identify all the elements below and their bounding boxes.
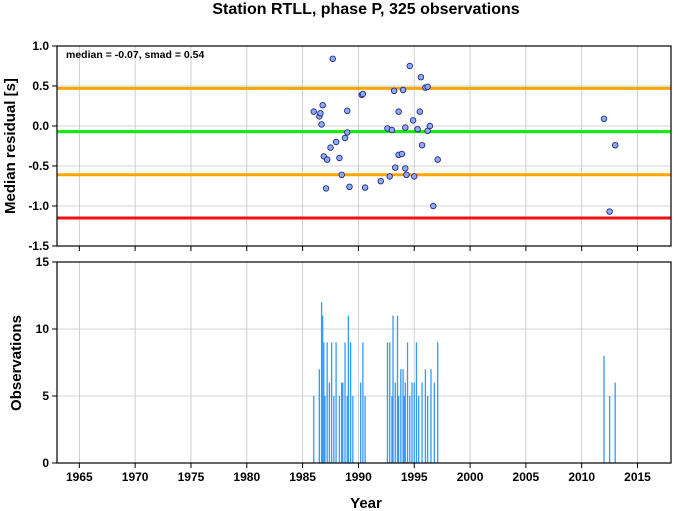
x-tick-label: 1970	[122, 470, 149, 484]
data-point	[336, 154, 343, 162]
x-tick-label: 1965	[66, 470, 93, 484]
data-point	[344, 107, 351, 114]
y-tick-label: 0.0	[32, 119, 49, 133]
residual-panel: 1.0 0.5 0.0 -0.5 -1.0 -1.5 median = -0.07, sm…	[2, 39, 672, 253]
x-tick-label: 1975	[178, 470, 205, 484]
data-point	[402, 165, 409, 172]
data-point	[416, 108, 424, 115]
reference-lines	[57, 86, 671, 220]
x-tick-label: 2015	[624, 470, 651, 484]
data-point	[388, 126, 396, 134]
data-point	[338, 171, 345, 178]
y-tick-label: 15	[36, 255, 50, 269]
residual-x-ticks	[78, 246, 639, 251]
data-point	[424, 83, 431, 90]
x-tick-label: 2010	[568, 470, 595, 484]
data-point	[346, 183, 353, 190]
x-tick-label: 1995	[401, 470, 428, 484]
data-point	[327, 144, 334, 151]
observations-y-axis-label: Observations	[8, 315, 25, 411]
data-point	[417, 73, 425, 81]
median-smad-annotation: median = -0.07, smad = 0.54	[66, 49, 204, 61]
y-tick-label: 0.5	[32, 79, 49, 93]
data-point	[386, 173, 393, 180]
data-point	[323, 156, 331, 163]
x-tick-label: 2000	[457, 470, 484, 484]
data-point	[332, 138, 340, 146]
data-point	[402, 124, 409, 131]
observations-panel: 0 5 10 15 1965 1970 1975 1980 1985 1990 1995 2000 2…	[8, 255, 672, 511]
observation-bars	[313, 302, 616, 463]
y-tick-label: -1.0	[28, 199, 49, 213]
y-tick-label: 5	[42, 389, 49, 403]
data-point	[418, 141, 426, 149]
data-point	[329, 55, 336, 62]
data-point	[403, 171, 410, 178]
observations-plot-background	[57, 262, 671, 463]
observations-y-ticks: 0 5 10 15	[36, 255, 57, 470]
residual-plot-background	[57, 46, 671, 246]
x-tick-label: 1985	[289, 470, 316, 484]
data-point	[406, 62, 413, 70]
residual-y-axis-label: Median residual [s]	[2, 78, 19, 214]
residual-points	[310, 55, 619, 215]
observations-plot-frame	[56, 261, 672, 464]
data-point	[399, 86, 407, 94]
data-point	[319, 101, 326, 109]
x-tick-label: 1990	[345, 470, 372, 484]
data-point	[434, 156, 441, 163]
data-point	[611, 141, 619, 149]
y-tick-label: 10	[36, 322, 50, 336]
data-point	[606, 208, 613, 215]
residual-plot-frame	[56, 45, 672, 247]
data-point	[600, 115, 608, 122]
data-point	[395, 108, 402, 115]
data-point	[392, 164, 399, 171]
x-tick-label: 2005	[513, 470, 540, 484]
data-point	[398, 150, 406, 158]
y-tick-label: -0.5	[28, 159, 49, 173]
y-tick-label: 1.0	[32, 39, 49, 53]
data-point	[318, 121, 325, 128]
data-point	[322, 185, 330, 192]
data-point	[310, 108, 317, 115]
data-point	[377, 177, 384, 185]
data-point	[361, 184, 369, 191]
data-point	[411, 173, 418, 180]
x-axis-label: Year	[350, 495, 382, 511]
residual-y-ticks: 1.0 0.5 0.0 -0.5 -1.0 -1.5	[28, 39, 57, 253]
data-point	[390, 87, 398, 94]
data-point	[359, 90, 367, 98]
chart-title: Station RTLL, phase P, 325 observations	[212, 1, 519, 18]
observations-x-ticks: 1965 1970 1975 1980 1985 1990 1995 2000 2005 2010…	[66, 463, 651, 484]
x-tick-label: 1980	[233, 470, 260, 484]
data-point	[409, 117, 417, 124]
data-point	[344, 129, 351, 136]
data-point	[426, 122, 434, 130]
data-point	[341, 134, 349, 142]
y-tick-label: 0	[42, 456, 49, 470]
data-point	[430, 202, 437, 210]
data-point	[317, 109, 324, 117]
data-point	[414, 125, 421, 133]
y-tick-label: -1.5	[28, 239, 49, 253]
